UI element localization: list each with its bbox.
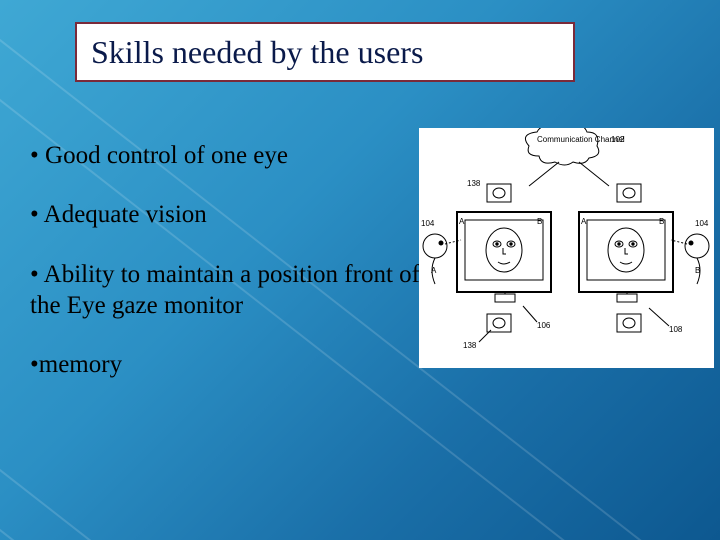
title-box: Skills needed by the users bbox=[75, 22, 575, 82]
svg-text:A: A bbox=[459, 217, 465, 226]
svg-text:A: A bbox=[581, 217, 587, 226]
decor-line bbox=[0, 430, 660, 540]
svg-text:102: 102 bbox=[611, 135, 625, 144]
svg-text:A: A bbox=[431, 266, 437, 275]
decor-line bbox=[0, 490, 660, 540]
bullet-item: •memory bbox=[30, 349, 430, 380]
svg-text:B: B bbox=[659, 217, 664, 226]
patent-diagram: Communication Channel 102 138 A 104 A B bbox=[419, 128, 714, 368]
svg-text:138: 138 bbox=[463, 341, 477, 350]
svg-text:104: 104 bbox=[695, 219, 709, 228]
svg-text:B: B bbox=[695, 266, 700, 275]
bullet-item: • Good control of one eye bbox=[30, 140, 430, 171]
svg-text:104: 104 bbox=[421, 219, 435, 228]
svg-text:106: 106 bbox=[537, 321, 551, 330]
svg-text:138: 138 bbox=[467, 179, 481, 188]
bullet-item: • Adequate vision bbox=[30, 199, 430, 230]
svg-text:B: B bbox=[537, 217, 542, 226]
slide-title: Skills needed by the users bbox=[91, 34, 423, 71]
bullet-item: • Ability to maintain a position front o… bbox=[30, 259, 430, 322]
bullet-list: • Good control of one eye • Adequate vis… bbox=[30, 140, 430, 408]
svg-text:108: 108 bbox=[669, 325, 683, 334]
